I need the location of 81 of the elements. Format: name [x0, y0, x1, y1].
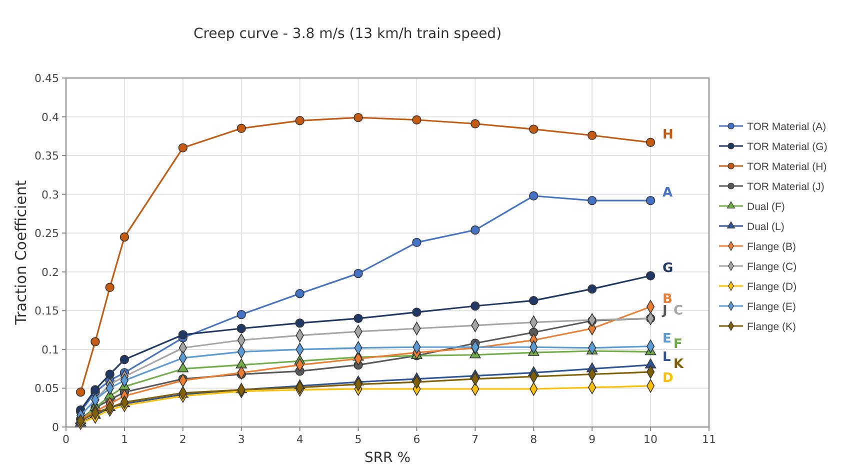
annotation: G: [662, 260, 674, 276]
point: [587, 196, 597, 206]
point: [470, 119, 480, 128]
point: [412, 115, 422, 124]
y-tick-label: 0.45: [34, 72, 59, 85]
legend-label: TOR Material (G): [747, 141, 828, 153]
legend-label: Dual (L): [747, 221, 784, 233]
point: [236, 324, 246, 334]
y-tick-label: 0.25: [34, 227, 59, 240]
point: [295, 318, 304, 328]
legend-label: TOR Material (H): [747, 161, 827, 173]
annotation: A: [662, 186, 673, 201]
legend-label: Flange (E): [747, 301, 796, 313]
point: [529, 296, 538, 306]
annotation: L: [662, 350, 671, 365]
point: [587, 130, 597, 140]
legend-label: TOR Material (J): [747, 181, 824, 193]
annotation: D: [662, 370, 674, 386]
x-tick-label: 8: [530, 433, 538, 446]
point: [236, 310, 246, 320]
point: [295, 289, 304, 298]
annotation: J: [662, 303, 668, 318]
y-tick-label: 0.15: [34, 304, 59, 318]
legend-label: Flange (K): [747, 321, 796, 333]
point: [646, 196, 656, 206]
point: [236, 358, 247, 368]
x-tick-label: 1: [120, 433, 128, 446]
annotation: C: [674, 303, 684, 318]
point: [354, 314, 363, 324]
point: [529, 124, 538, 134]
legend-label: Flange (C): [747, 261, 797, 273]
x-tick-label: 10: [644, 433, 658, 446]
y-tick-label: 0.4: [42, 110, 59, 124]
x-tick-label: 7: [472, 433, 479, 446]
legend-label: Dual (F): [747, 201, 785, 213]
x-tick-label: 0: [62, 433, 70, 446]
x-axis-title: SRR %: [364, 450, 411, 466]
point: [90, 385, 100, 394]
annotation: F: [674, 336, 682, 352]
point: [646, 138, 656, 147]
x-tick-label: 6: [413, 433, 420, 446]
point: [105, 282, 114, 292]
point: [646, 271, 656, 280]
chart-title: Creep curve - 3.8 m/s (13 km/h train speed): [193, 26, 502, 42]
x-tick-label: 3: [238, 433, 245, 446]
point: [470, 225, 480, 235]
legend-label: Flange (D): [747, 281, 797, 293]
legend-label: Flange (B): [747, 241, 796, 253]
x-tick-label: 9: [588, 433, 596, 446]
point: [105, 370, 114, 379]
annotation: H: [662, 127, 674, 142]
point: [120, 354, 130, 364]
point: [178, 330, 188, 340]
point: [120, 232, 130, 242]
x-tick-label: 5: [354, 433, 362, 446]
point: [295, 116, 304, 126]
y-tick-label: 0.1: [42, 343, 59, 356]
x-tick-label: 4: [296, 433, 304, 446]
point: [354, 112, 363, 122]
point: [236, 124, 246, 134]
point: [177, 362, 188, 372]
y-axis-title: Traction Coefficient: [12, 180, 30, 326]
x-tick-label: 11: [702, 433, 716, 446]
point: [90, 337, 100, 346]
annotation: E: [662, 331, 672, 346]
y-tick-label: 0.3: [42, 188, 59, 202]
point: [587, 284, 597, 294]
point: [470, 301, 480, 311]
point: [412, 238, 422, 248]
y-tick-label: 0.05: [34, 382, 59, 396]
y-tick-label: 0: [52, 421, 59, 434]
annotation: K: [674, 356, 685, 372]
y-tick-label: 0.35: [34, 150, 59, 163]
point: [76, 388, 86, 397]
point: [178, 143, 188, 152]
x-tick-label: 2: [179, 433, 186, 446]
legend-label: TOR Material (A): [747, 121, 826, 133]
point: [412, 308, 422, 317]
y-tick-label: 0.2: [42, 266, 59, 279]
point: [529, 191, 538, 200]
point: [354, 268, 363, 278]
